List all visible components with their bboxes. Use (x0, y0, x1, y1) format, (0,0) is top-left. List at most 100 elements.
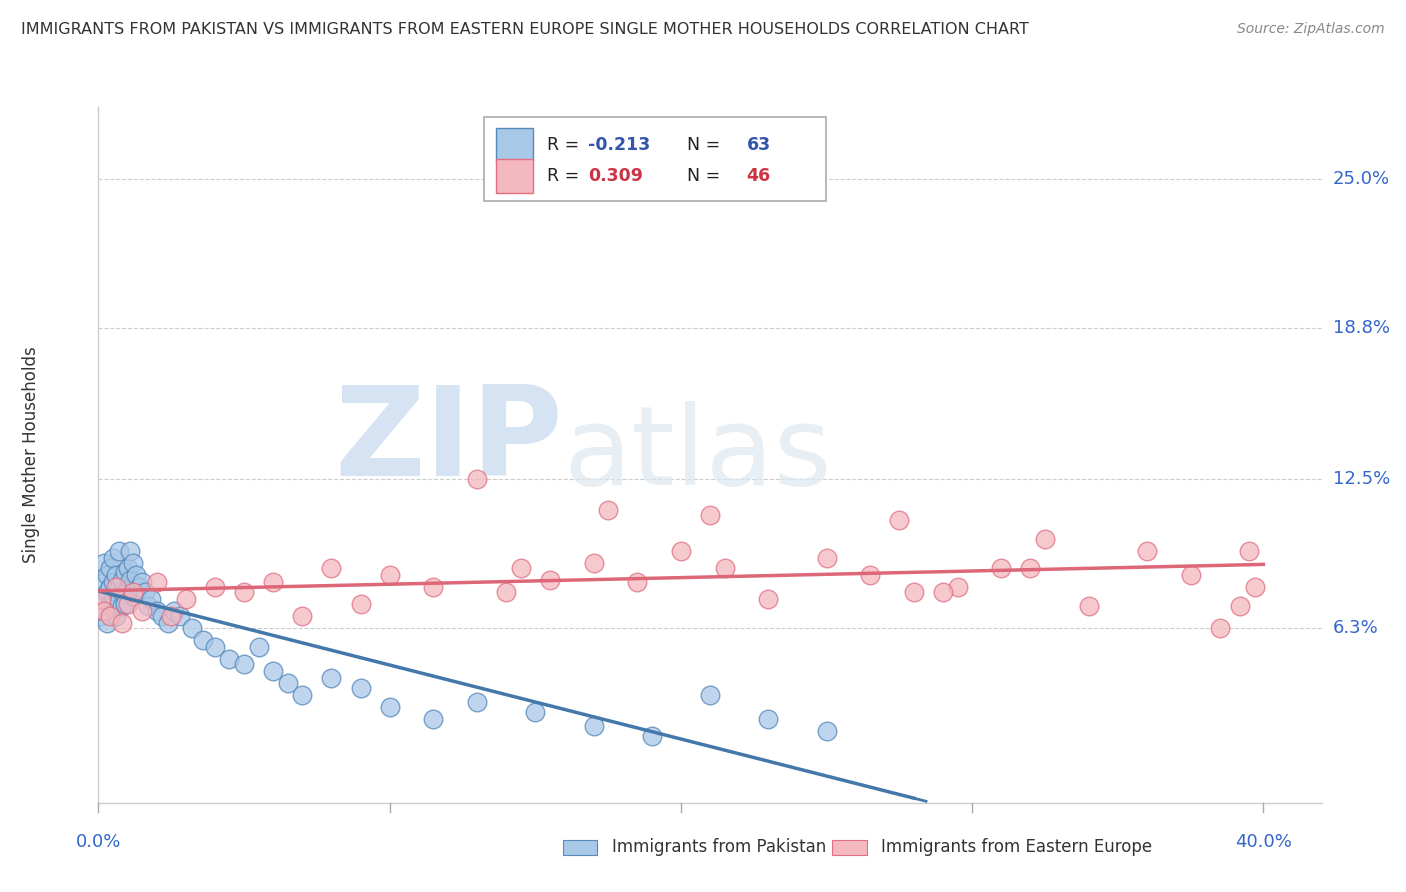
Point (108, 580, 131, 594)
Point (152, 608, 174, 623)
Point (122, 556, 145, 570)
Point (422, 580, 444, 594)
Point (1136, 544, 1159, 558)
Point (378, 567, 401, 582)
Bar (564, 839, 598, 855)
Point (815, 723, 838, 738)
Point (1243, 580, 1265, 594)
Point (669, 544, 692, 558)
Text: N =: N = (676, 136, 725, 153)
Point (104, 580, 127, 594)
Point (422, 712, 444, 726)
Point (1229, 599, 1251, 613)
Point (538, 573, 561, 587)
Text: Immigrants from Pakistan: Immigrants from Pakistan (612, 838, 827, 856)
Point (120, 573, 142, 587)
Point (903, 584, 925, 599)
Point (93, 604, 115, 618)
Point (111, 573, 134, 587)
Point (96, 615, 118, 630)
Point (349, 681, 371, 695)
Text: IMMIGRANTS FROM PAKISTAN VS IMMIGRANTS FROM EASTERN EUROPE SINGLE MOTHER HOUSEHO: IMMIGRANTS FROM PAKISTAN VS IMMIGRANTS F… (21, 22, 1029, 37)
Text: 25.0%: 25.0% (1333, 170, 1391, 188)
Point (859, 567, 882, 582)
Point (136, 599, 159, 613)
Point (98, 597, 121, 611)
Point (641, 729, 664, 743)
Point (1033, 532, 1056, 546)
Text: R =: R = (547, 136, 585, 153)
Point (233, 584, 256, 599)
Point (277, 676, 299, 690)
Bar (496, 128, 533, 161)
Text: 46: 46 (747, 167, 770, 185)
Point (180, 621, 202, 635)
Point (247, 640, 270, 654)
Point (117, 597, 139, 611)
Point (321, 671, 343, 685)
Point (204, 640, 226, 654)
Point (262, 575, 284, 590)
Text: 18.8%: 18.8% (1333, 318, 1389, 337)
Point (108, 594, 131, 608)
Point (193, 632, 215, 647)
Point (169, 608, 191, 623)
Point (90, 591, 112, 606)
Point (291, 608, 314, 623)
Point (1077, 599, 1099, 613)
Point (125, 567, 148, 582)
Point (291, 688, 314, 702)
Point (756, 712, 779, 726)
Text: atlas: atlas (564, 401, 832, 508)
Point (134, 584, 156, 599)
Text: 40.0%: 40.0% (1234, 833, 1292, 851)
Point (120, 544, 142, 558)
Text: 0.309: 0.309 (588, 167, 643, 185)
Point (101, 590, 124, 604)
Point (990, 560, 1012, 574)
Point (122, 584, 145, 599)
Point (495, 584, 517, 599)
Point (1180, 567, 1202, 582)
Point (93, 556, 115, 570)
Point (465, 695, 488, 709)
Point (233, 657, 256, 671)
Point (96, 584, 118, 599)
Point (117, 582, 139, 597)
Point (114, 597, 136, 611)
Point (626, 575, 648, 590)
Point (699, 508, 721, 522)
Point (1019, 560, 1042, 574)
Point (699, 688, 721, 702)
Point (815, 551, 838, 566)
Bar (832, 839, 866, 855)
Bar (496, 159, 533, 193)
Point (114, 566, 136, 580)
Point (262, 664, 284, 678)
Point (465, 472, 488, 486)
Point (756, 591, 779, 606)
Point (157, 615, 180, 630)
Point (582, 556, 605, 570)
Point (90, 608, 112, 623)
Point (145, 575, 167, 590)
Point (1208, 621, 1232, 635)
Point (349, 597, 371, 611)
Point (378, 699, 401, 714)
Point (946, 580, 969, 594)
Point (139, 591, 162, 606)
Point (104, 567, 127, 582)
Point (108, 544, 131, 558)
Point (111, 615, 134, 630)
Point (98, 580, 121, 594)
Text: -0.213: -0.213 (588, 136, 650, 153)
Point (174, 591, 197, 606)
Text: 0.0%: 0.0% (76, 833, 121, 851)
Point (889, 513, 911, 527)
Point (509, 560, 531, 574)
Text: Source: ZipAtlas.com: Source: ZipAtlas.com (1237, 22, 1385, 37)
FancyBboxPatch shape (484, 118, 827, 201)
Text: 63: 63 (747, 136, 770, 153)
Point (1237, 544, 1260, 558)
Point (104, 584, 127, 599)
